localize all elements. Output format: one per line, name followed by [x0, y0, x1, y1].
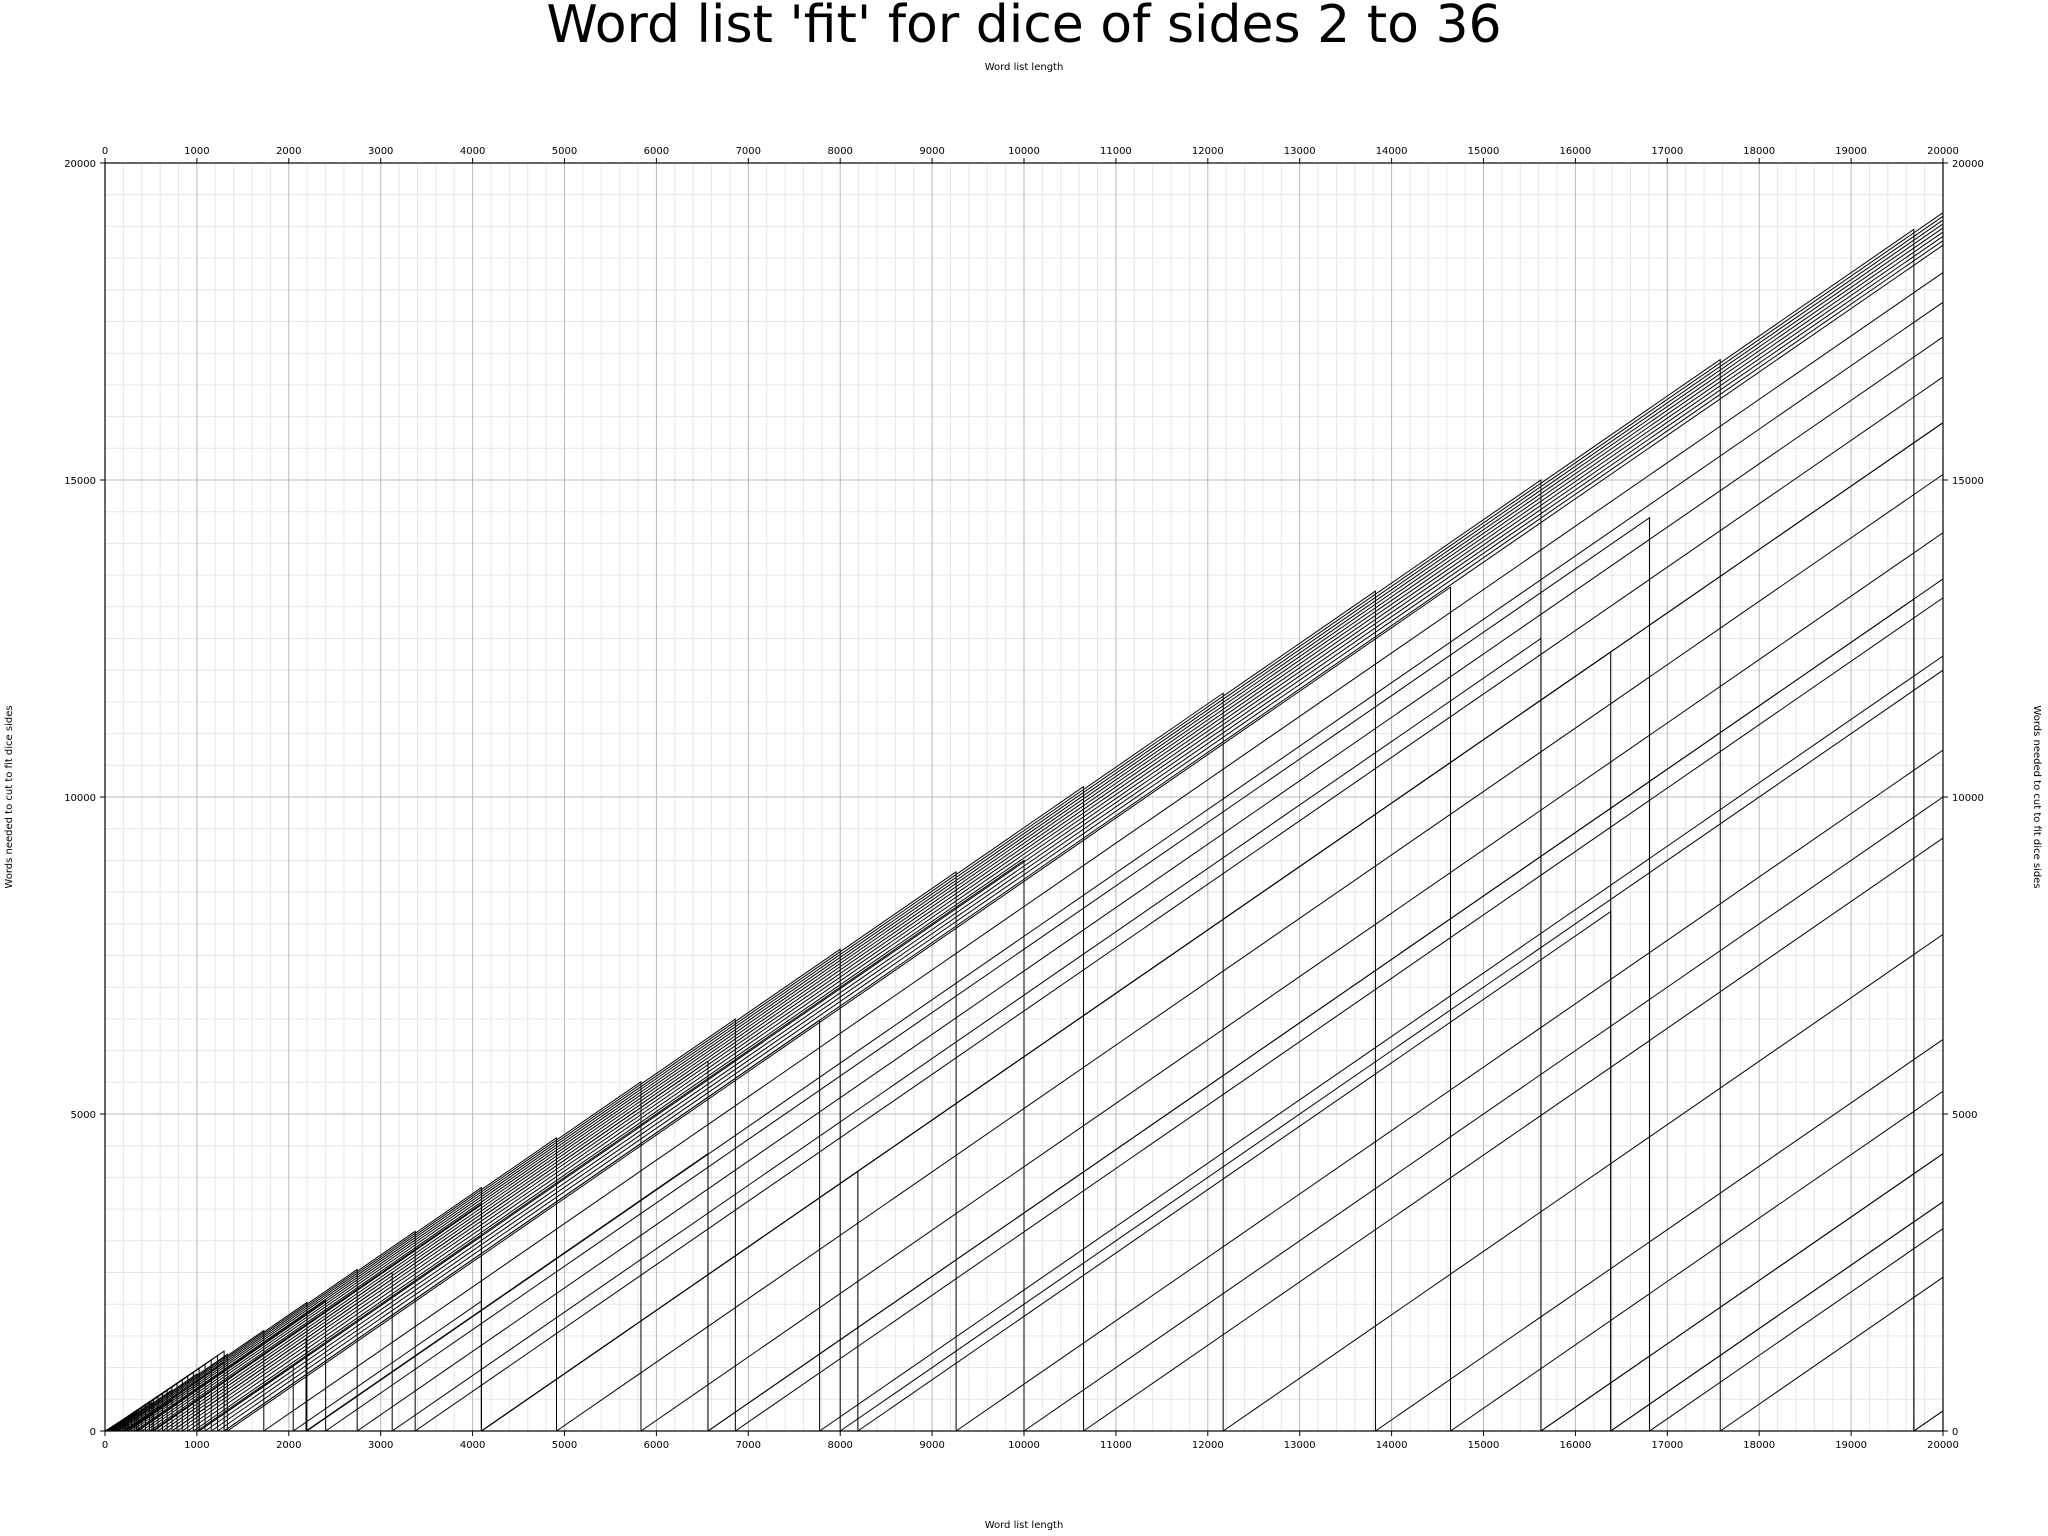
y-tick-label-right: 10000: [1952, 793, 1984, 804]
x-tick-label-top: 10000: [1008, 146, 1040, 157]
x-tick-label-bottom: 1000: [184, 1440, 209, 1451]
y-axis-label-right: Words needed to cut to fit dice sides: [2031, 705, 2042, 888]
x-tick-label-top: 9000: [919, 146, 944, 157]
x-tick-label-top: 0: [102, 146, 108, 157]
x-tick-label-bottom: 3000: [368, 1440, 393, 1451]
x-tick-label-bottom: 2000: [276, 1440, 301, 1451]
series-lines: [104, 212, 1944, 1432]
x-tick-label-top: 3000: [368, 146, 393, 157]
series-line-d36: [108, 244, 1944, 1432]
x-tick-label-top: 16000: [1559, 146, 1591, 157]
x-tick-label-top: 13000: [1284, 146, 1316, 157]
x-tick-label-bottom: 11000: [1100, 1440, 1132, 1451]
x-tick-label-top: 14000: [1376, 146, 1408, 157]
x-tick-label-bottom: 17000: [1651, 1440, 1683, 1451]
x-tick-label-top: 17000: [1651, 146, 1683, 157]
x-tick-label-top: 2000: [276, 146, 301, 157]
y-tick-label-left: 15000: [64, 476, 96, 487]
x-tick-label-top: 7000: [736, 146, 761, 157]
x-tick-label-top: 4000: [460, 146, 485, 157]
y-tick-label-right: 5000: [1952, 1110, 1977, 1121]
x-tick-label-bottom: 10000: [1008, 1440, 1040, 1451]
x-tick-label-top: 19000: [1835, 146, 1867, 157]
x-tick-label-bottom: 12000: [1192, 1440, 1224, 1451]
x-tick-label-bottom: 20000: [1927, 1440, 1959, 1451]
x-tick-label-bottom: 9000: [919, 1440, 944, 1451]
x-tick-label-top: 12000: [1192, 146, 1224, 157]
x-tick-label-bottom: 5000: [552, 1440, 577, 1451]
x-tick-label-top: 20000: [1927, 146, 1959, 157]
x-axis-label-top: Word list length: [985, 62, 1064, 73]
x-tick-label-bottom: 0: [102, 1440, 108, 1451]
x-tick-label-bottom: 13000: [1284, 1440, 1316, 1451]
y-tick-label-right: 0: [1952, 1427, 1958, 1438]
y-tick-label-right: 20000: [1952, 159, 1984, 170]
x-tick-label-top: 8000: [827, 146, 852, 157]
x-tick-label-bottom: 18000: [1743, 1440, 1775, 1451]
x-tick-label-bottom: 8000: [827, 1440, 852, 1451]
x-tick-label-bottom: 19000: [1835, 1440, 1867, 1451]
x-tick-label-top: 15000: [1468, 146, 1500, 157]
x-tick-label-top: 6000: [644, 146, 669, 157]
y-tick-label-left: 0: [90, 1427, 96, 1438]
x-tick-label-bottom: 15000: [1468, 1440, 1500, 1451]
axis-ticks: 0010001000200020003000300040004000500050…: [64, 146, 1984, 1451]
y-axis-label: Words needed to cut to fit dice sides: [4, 705, 15, 888]
y-tick-label-right: 15000: [1952, 476, 1984, 487]
x-tick-label-top: 11000: [1100, 146, 1132, 157]
y-tick-label-left: 5000: [71, 1110, 96, 1121]
x-axis-label: Word list length: [985, 1520, 1064, 1531]
x-tick-label-top: 5000: [552, 146, 577, 157]
x-tick-label-top: 18000: [1743, 146, 1775, 157]
y-tick-label-left: 10000: [64, 793, 96, 804]
x-tick-label-bottom: 6000: [644, 1440, 669, 1451]
y-tick-label-left: 20000: [64, 159, 96, 170]
x-tick-label-bottom: 16000: [1559, 1440, 1591, 1451]
chart-title: Word list 'fit' for dice of sides 2 to 3…: [546, 0, 1501, 55]
x-tick-label-bottom: 4000: [460, 1440, 485, 1451]
x-tick-label-bottom: 14000: [1376, 1440, 1408, 1451]
x-tick-label-bottom: 7000: [736, 1440, 761, 1451]
x-tick-label-top: 1000: [184, 146, 209, 157]
